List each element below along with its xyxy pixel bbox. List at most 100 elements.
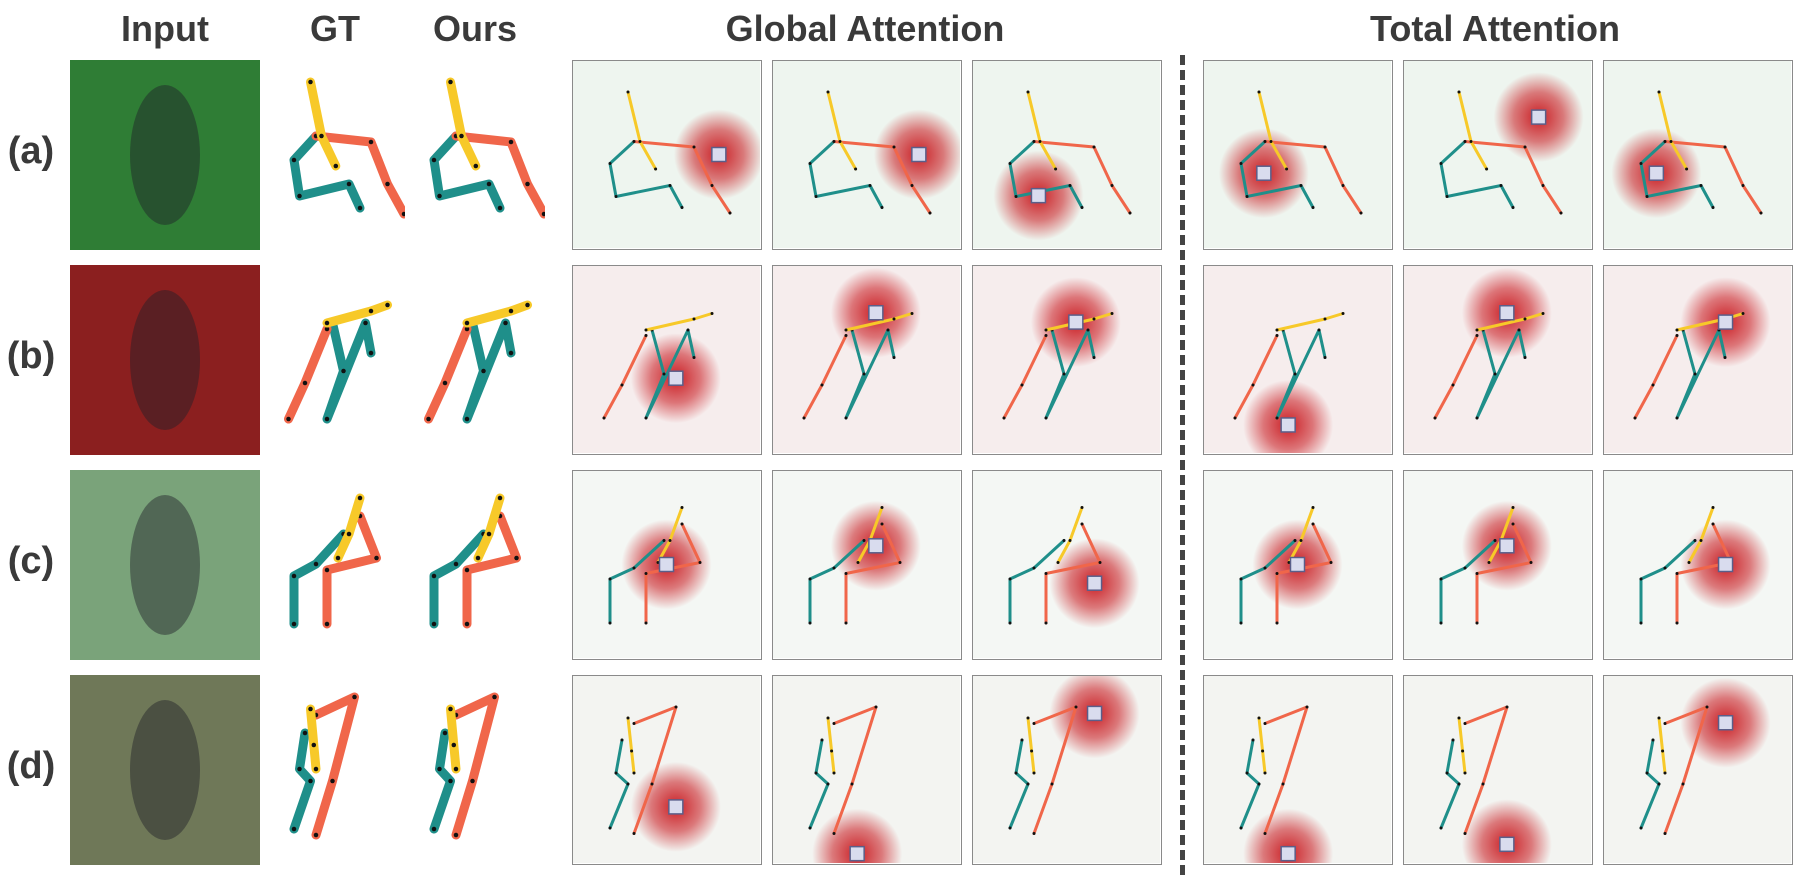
- joint-dot: [1457, 90, 1461, 94]
- joint-dot: [1014, 195, 1018, 198]
- spine: [306, 704, 321, 774]
- left-limb: [1032, 140, 1132, 215]
- joint-dot: [1026, 782, 1030, 786]
- joint-dot: [1281, 782, 1285, 786]
- joint-dot: [1239, 621, 1243, 625]
- query-joint-box: [668, 370, 684, 386]
- joint-dot: [1723, 145, 1727, 149]
- joint-dot: [1056, 561, 1060, 564]
- joint-dot: [1657, 716, 1661, 720]
- joint-dot: [910, 184, 914, 187]
- joint-dot: [854, 167, 858, 171]
- joint-dot: [1044, 572, 1048, 575]
- joint-dot: [1651, 738, 1655, 742]
- joint-dot: [1445, 195, 1449, 198]
- joint-dot: [832, 832, 836, 835]
- header-total-attention: Total Attention: [1370, 8, 1620, 49]
- joint-dot: [1032, 832, 1036, 835]
- query-joint-box: [1086, 575, 1103, 591]
- person-silhouette: [130, 700, 200, 840]
- joint-dot: [1311, 506, 1315, 509]
- joint-dot: [644, 328, 648, 332]
- joint-dot: [324, 567, 330, 573]
- joint-dot: [1645, 771, 1649, 775]
- joint-dot: [1261, 749, 1265, 753]
- right-limb: [1008, 738, 1030, 830]
- total-attention-map: [1403, 60, 1593, 250]
- joint-dot: [614, 195, 618, 198]
- right-limb: [1639, 539, 1697, 625]
- left-limb: [832, 140, 932, 215]
- joint-dot: [632, 566, 636, 570]
- joint-dot: [401, 211, 405, 217]
- joint-dot: [1439, 826, 1443, 830]
- joint-dot: [486, 531, 492, 537]
- joint-dot: [1311, 522, 1315, 526]
- right-limb: [289, 529, 348, 629]
- joint-dot: [1092, 145, 1096, 149]
- spine: [306, 77, 341, 171]
- left-limb: [1044, 522, 1102, 625]
- joint-dot: [324, 416, 330, 422]
- left-limb: [1463, 705, 1509, 835]
- joint-dot: [1439, 162, 1443, 165]
- ours-skeleton: [415, 675, 545, 865]
- total-attention-map: [1603, 265, 1793, 455]
- query-joint-box: [1499, 305, 1515, 321]
- joint-dot: [644, 572, 648, 575]
- joint-dot: [1251, 738, 1255, 742]
- joint-dot: [1511, 506, 1515, 509]
- joint-dot: [668, 539, 672, 542]
- left-limb: [1663, 140, 1763, 215]
- global-attention-map: [972, 675, 1162, 865]
- joint-dot: [692, 145, 696, 149]
- joint-dot: [1541, 312, 1545, 315]
- joint-dot: [1110, 312, 1114, 315]
- left-limb: [1263, 140, 1363, 215]
- ours-skeleton: [415, 60, 545, 250]
- joint-dot: [1245, 771, 1249, 775]
- joint-dot: [1293, 539, 1297, 542]
- joint-dot: [832, 722, 836, 725]
- global-attention-map: [972, 265, 1162, 455]
- joint-dot: [1463, 140, 1467, 143]
- joint-dot: [1675, 328, 1679, 332]
- joint-dot: [1110, 184, 1114, 187]
- joint-dot: [1693, 539, 1697, 542]
- right-limb: [429, 529, 488, 629]
- right-limb: [1239, 738, 1261, 830]
- right-limb: [289, 728, 315, 834]
- joint-dot: [1239, 577, 1243, 581]
- joint-dot: [514, 555, 519, 561]
- gt-skeleton: [275, 470, 405, 660]
- global-attention-map: [972, 60, 1162, 250]
- joint-dot: [363, 320, 368, 326]
- joint-dot: [508, 308, 514, 314]
- left-limb: [311, 131, 405, 219]
- joint-dot: [862, 372, 866, 376]
- gt-skeleton: [275, 675, 405, 865]
- joint-dot: [892, 145, 896, 149]
- joint-dot: [1523, 356, 1527, 359]
- input-photo: [70, 470, 260, 660]
- joint-dot: [1341, 184, 1345, 187]
- left-limb: [1675, 522, 1733, 625]
- ours-skeleton: [415, 470, 545, 660]
- joint-dot: [1257, 716, 1261, 720]
- joint-dot: [1044, 416, 1048, 420]
- joint-dot: [1050, 782, 1054, 786]
- joint-dot: [698, 561, 702, 564]
- section-divider: [1180, 55, 1185, 875]
- left-limb: [1263, 705, 1309, 835]
- query-joint-box: [1256, 165, 1272, 181]
- joint-dot: [453, 766, 459, 772]
- right-limb: [1439, 539, 1497, 625]
- total-attention-map: [1603, 470, 1793, 660]
- joint-dot: [308, 79, 313, 85]
- joint-dot: [1323, 356, 1327, 359]
- joint-dot: [1685, 167, 1689, 171]
- joint-dot: [1008, 826, 1012, 830]
- right-limb: [608, 738, 630, 830]
- joint-dot: [1699, 539, 1703, 542]
- joint-dot: [525, 181, 530, 187]
